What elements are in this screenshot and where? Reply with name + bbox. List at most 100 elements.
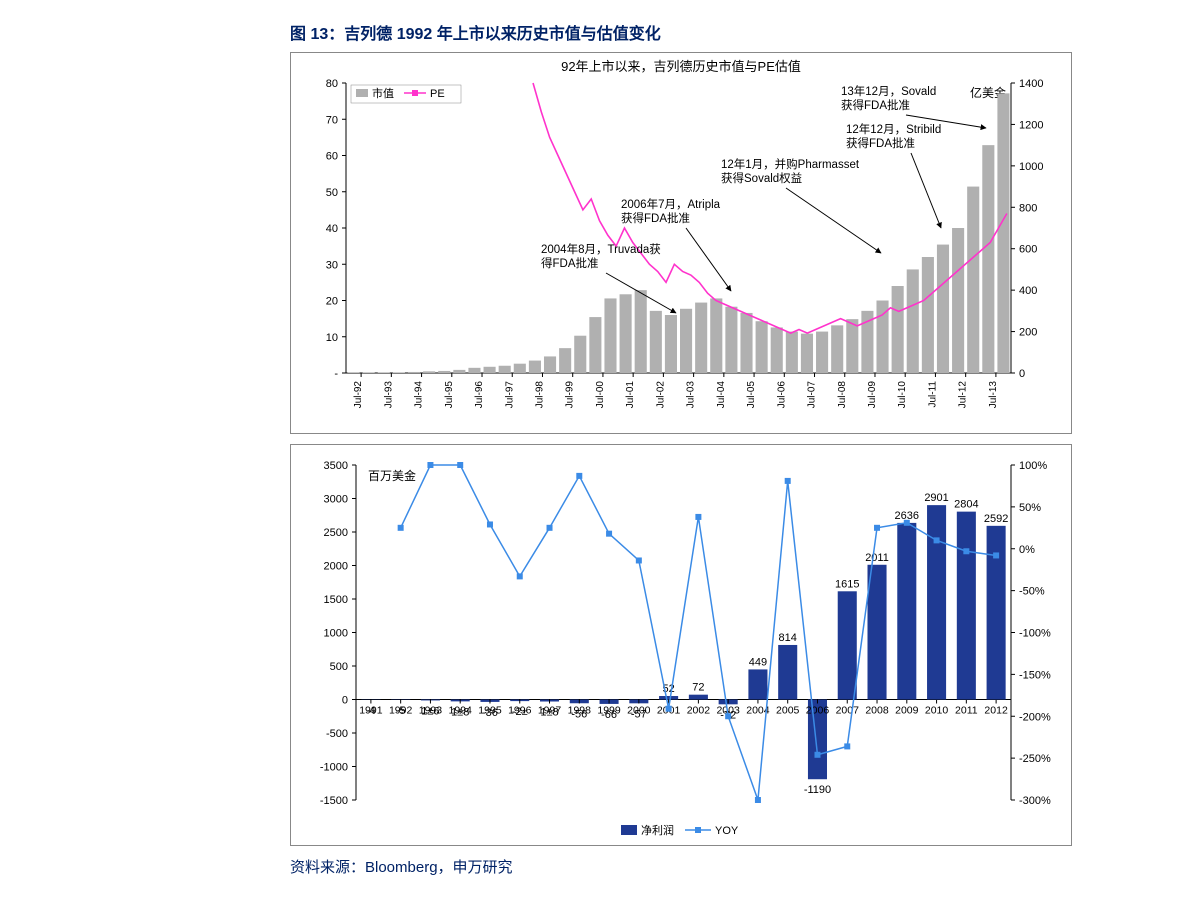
svg-text:2009: 2009 bbox=[895, 705, 919, 717]
svg-text:获得FDA批准: 获得FDA批准 bbox=[846, 136, 915, 150]
svg-text:1615: 1615 bbox=[835, 578, 859, 590]
svg-text:20: 20 bbox=[326, 296, 338, 308]
svg-text:2006年7月，Atripla: 2006年7月，Atripla bbox=[621, 197, 721, 211]
svg-text:100%: 100% bbox=[1019, 460, 1047, 472]
svg-text:Jul-99: Jul-99 bbox=[565, 381, 576, 409]
svg-text:1998: 1998 bbox=[568, 705, 592, 717]
svg-text:40: 40 bbox=[326, 223, 338, 235]
svg-text:PE: PE bbox=[430, 88, 445, 100]
svg-text:30: 30 bbox=[326, 259, 338, 271]
svg-text:Jul-05: Jul-05 bbox=[746, 381, 757, 409]
svg-text:1994: 1994 bbox=[449, 705, 473, 717]
svg-text:得FDA批准: 得FDA批准 bbox=[541, 256, 599, 270]
svg-text:2500: 2500 bbox=[324, 527, 348, 539]
svg-text:3000: 3000 bbox=[324, 494, 348, 506]
svg-text:-300%: -300% bbox=[1019, 795, 1051, 807]
svg-text:13年12月，Sovald: 13年12月，Sovald bbox=[841, 84, 936, 98]
svg-text:Jul-09: Jul-09 bbox=[867, 381, 878, 409]
svg-text:200: 200 bbox=[1019, 327, 1037, 339]
svg-text:50: 50 bbox=[326, 187, 338, 199]
svg-text:Jul-96: Jul-96 bbox=[474, 381, 485, 409]
svg-text:Jul-98: Jul-98 bbox=[534, 381, 545, 409]
svg-text:-: - bbox=[334, 368, 338, 380]
svg-text:0%: 0% bbox=[1019, 544, 1035, 556]
svg-text:2011: 2011 bbox=[865, 552, 889, 564]
svg-text:12年1月，并购Pharmasset: 12年1月，并购Pharmasset bbox=[721, 157, 860, 171]
svg-text:-500: -500 bbox=[326, 728, 348, 740]
svg-text:12年12月，Stribild: 12年12月，Stribild bbox=[846, 122, 941, 136]
svg-text:Jul-93: Jul-93 bbox=[383, 381, 394, 409]
svg-text:2592: 2592 bbox=[984, 513, 1008, 525]
svg-text:Jul-03: Jul-03 bbox=[686, 381, 697, 409]
svg-text:1999: 1999 bbox=[597, 705, 621, 717]
svg-text:Jul-11: Jul-11 bbox=[927, 381, 938, 408]
svg-text:1997: 1997 bbox=[538, 705, 562, 717]
svg-text:-150%: -150% bbox=[1019, 669, 1051, 681]
svg-text:市值: 市值 bbox=[372, 86, 394, 100]
svg-text:2005: 2005 bbox=[776, 705, 800, 717]
svg-text:50%: 50% bbox=[1019, 502, 1041, 514]
svg-text:60: 60 bbox=[326, 151, 338, 163]
svg-text:Jul-08: Jul-08 bbox=[837, 381, 848, 409]
svg-text:0: 0 bbox=[1019, 368, 1025, 380]
svg-text:2002: 2002 bbox=[687, 705, 711, 717]
chart-netprofit-yoy: -1500-1000-50005001000150020002500300035… bbox=[290, 444, 1072, 846]
svg-text:10: 10 bbox=[326, 332, 338, 344]
svg-text:449: 449 bbox=[749, 656, 767, 668]
svg-text:获得Sovald权益: 获得Sovald权益 bbox=[721, 171, 802, 185]
svg-text:Jul-01: Jul-01 bbox=[625, 381, 636, 409]
svg-text:Jul-94: Jul-94 bbox=[414, 381, 425, 409]
svg-text:2000: 2000 bbox=[627, 705, 651, 717]
svg-text:Jul-07: Jul-07 bbox=[807, 381, 818, 409]
svg-text:80: 80 bbox=[326, 78, 338, 90]
svg-text:2008: 2008 bbox=[865, 705, 889, 717]
svg-text:2012: 2012 bbox=[984, 705, 1008, 717]
svg-text:1000: 1000 bbox=[324, 628, 348, 640]
svg-text:1996: 1996 bbox=[508, 705, 532, 717]
svg-text:获得FDA批准: 获得FDA批准 bbox=[841, 98, 910, 112]
svg-text:Jul-92: Jul-92 bbox=[353, 381, 364, 409]
svg-text:Jul-97: Jul-97 bbox=[504, 381, 515, 409]
svg-text:获得FDA批准: 获得FDA批准 bbox=[621, 211, 690, 225]
svg-text:2007: 2007 bbox=[836, 705, 860, 717]
figure-source: 资料来源：Bloomberg，申万研究 bbox=[290, 856, 1141, 877]
svg-text:1000: 1000 bbox=[1019, 161, 1043, 173]
svg-text:400: 400 bbox=[1019, 285, 1037, 297]
svg-text:-1000: -1000 bbox=[320, 762, 348, 774]
svg-text:1991: 1991 bbox=[359, 705, 383, 717]
svg-text:-250%: -250% bbox=[1019, 753, 1051, 765]
svg-text:Jul-06: Jul-06 bbox=[776, 381, 787, 409]
svg-text:1993: 1993 bbox=[419, 705, 443, 717]
svg-text:YOY: YOY bbox=[715, 825, 739, 837]
svg-text:1500: 1500 bbox=[324, 594, 348, 606]
svg-text:2006: 2006 bbox=[806, 705, 830, 717]
svg-text:-1500: -1500 bbox=[320, 795, 348, 807]
svg-text:Jul-12: Jul-12 bbox=[958, 381, 969, 409]
svg-text:Jul-10: Jul-10 bbox=[897, 381, 908, 409]
svg-text:Jul-00: Jul-00 bbox=[595, 381, 606, 409]
svg-text:72: 72 bbox=[692, 682, 704, 694]
svg-text:1400: 1400 bbox=[1019, 78, 1043, 90]
svg-text:814: 814 bbox=[779, 632, 797, 644]
svg-text:-1190: -1190 bbox=[804, 784, 831, 796]
svg-text:2010: 2010 bbox=[925, 705, 949, 717]
svg-text:0: 0 bbox=[342, 695, 348, 707]
svg-text:Jul-95: Jul-95 bbox=[444, 381, 455, 409]
svg-text:3500: 3500 bbox=[324, 460, 348, 472]
svg-text:800: 800 bbox=[1019, 202, 1037, 214]
svg-text:600: 600 bbox=[1019, 244, 1037, 256]
svg-text:净利润: 净利润 bbox=[641, 823, 674, 837]
svg-text:70: 70 bbox=[326, 114, 338, 126]
svg-text:2004年8月，Truvada获: 2004年8月，Truvada获 bbox=[541, 242, 661, 256]
svg-text:Jul-02: Jul-02 bbox=[655, 381, 666, 409]
svg-text:-50%: -50% bbox=[1019, 586, 1045, 598]
svg-text:1200: 1200 bbox=[1019, 119, 1043, 131]
svg-text:百万美金: 百万美金 bbox=[368, 468, 416, 483]
chart-marketcap-pe: 92年上市以来，吉列德历史市值与PE估值市值PE亿美金-102030405060… bbox=[290, 52, 1072, 434]
svg-text:2804: 2804 bbox=[954, 499, 978, 511]
svg-text:1992: 1992 bbox=[389, 705, 413, 717]
svg-text:-100%: -100% bbox=[1019, 628, 1051, 640]
svg-text:Jul-04: Jul-04 bbox=[716, 381, 727, 409]
svg-text:2000: 2000 bbox=[324, 561, 348, 573]
svg-text:2011: 2011 bbox=[955, 705, 978, 717]
